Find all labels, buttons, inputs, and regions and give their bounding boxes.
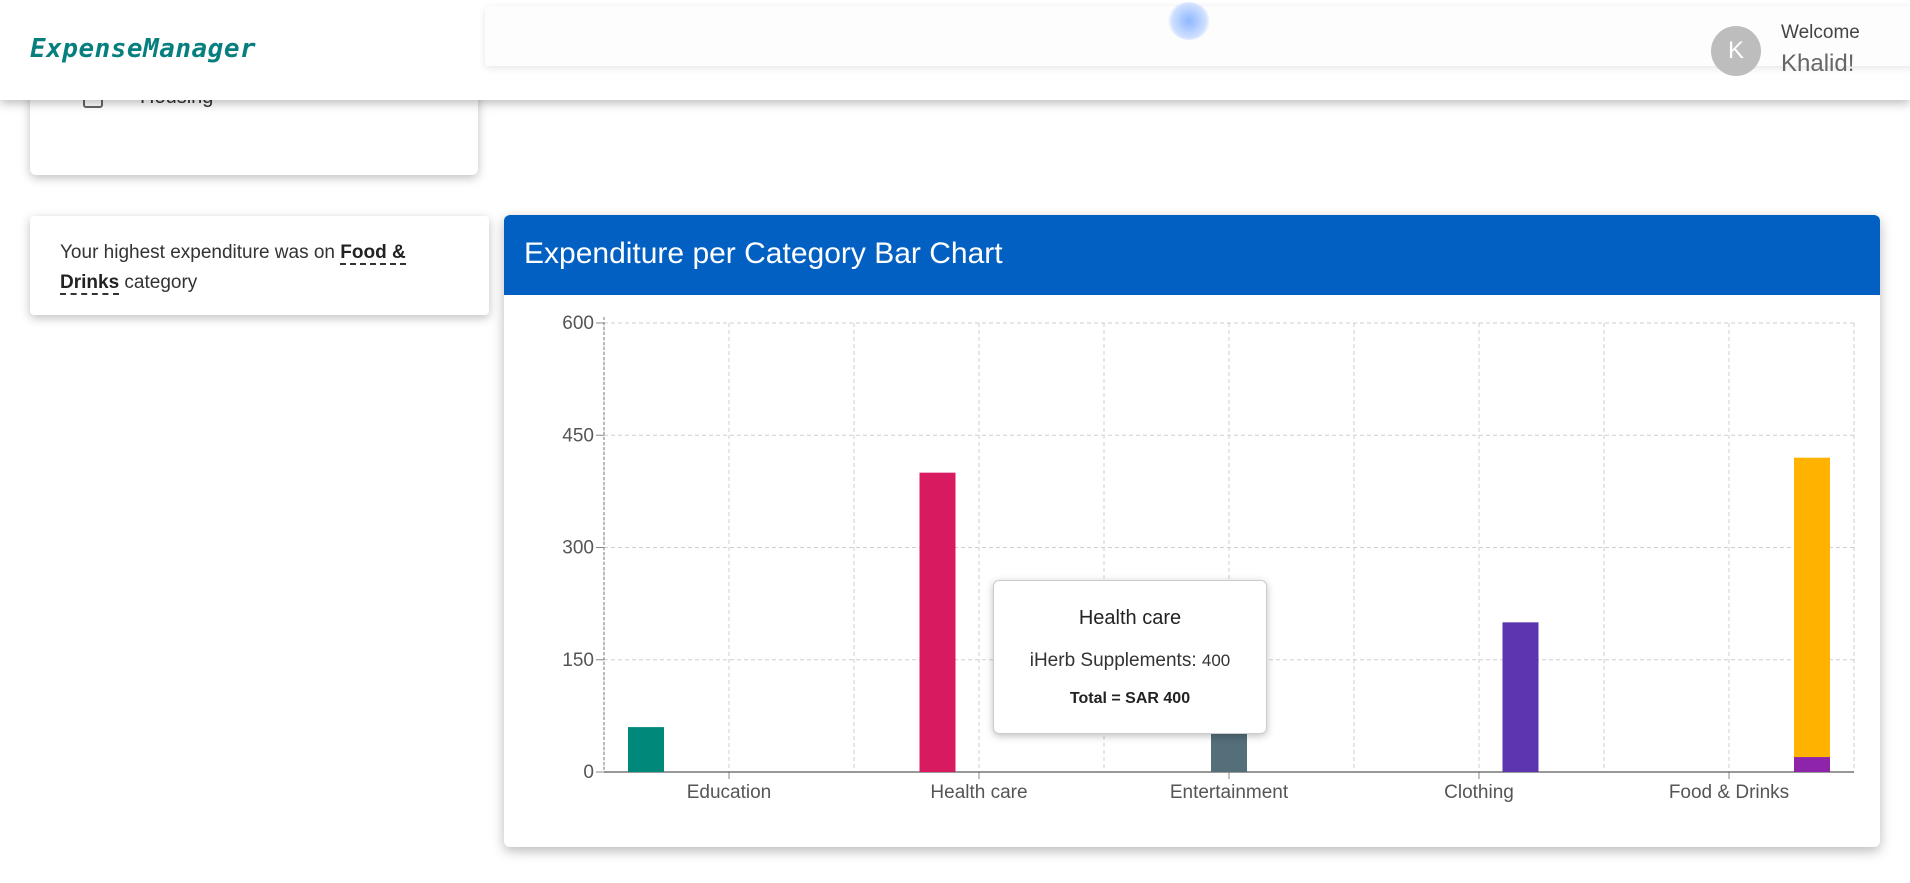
welcome-text: Welcome [1781, 22, 1860, 43]
highest-suffix: category [124, 272, 198, 293]
x-tick-label: Entertainment [1170, 782, 1289, 803]
x-tick-label: Education [687, 782, 772, 803]
chart-title: Expenditure per Category Bar Chart [524, 237, 1003, 270]
tooltip-total: Total = SAR 400 [1069, 690, 1191, 707]
tooltip-item: iHerb Supplements: 400 [994, 650, 1266, 672]
avatar[interactable]: K [1711, 26, 1761, 76]
y-tick-label: 150 [562, 650, 594, 671]
x-tick-label: Food & Drinks [1669, 782, 1789, 803]
bar-education [628, 727, 664, 772]
username: Khalid! [1781, 50, 1855, 77]
chart-card: Expenditure per Category Bar Chart 0 150 3… [504, 215, 1880, 847]
bar-chart[interactable]: 0 150 300 450 600 Education Health care Enterta… [504, 215, 1880, 847]
y-tick-label: 300 [562, 538, 594, 559]
bar-health-care [919, 472, 956, 772]
x-tick-label: Clothing [1444, 782, 1514, 803]
app-logo[interactable]: ExpenseManager [30, 34, 257, 64]
bar-entertainment [1211, 727, 1247, 772]
tooltip-item-label: iHerb Supplements: [1029, 650, 1197, 671]
y-tick-label: 0 [583, 762, 594, 783]
highest-category-link[interactable]: Food & Drinks [60, 242, 406, 295]
highest-expenditure-text: Your highest expenditure was on Food & D… [60, 238, 460, 298]
bar-food-drinks [1794, 457, 1830, 758]
chart-header: Expenditure per Category Bar Chart [504, 215, 1880, 295]
app-bar: ExpenseManager K Welcome Khalid! [0, 0, 1910, 100]
x-tick-label: Health care [930, 782, 1027, 803]
chart-tooltip: Health care iHerb Supplements: 400 Total… [993, 580, 1267, 734]
highlight-dot-icon [1168, 2, 1210, 40]
tooltip-title: Health care [1078, 607, 1182, 629]
highest-prefix: Your highest expenditure was on [60, 242, 335, 263]
bar-clothing [1502, 622, 1539, 772]
highest-expenditure-card: Your highest expenditure was on Food & D… [30, 216, 489, 315]
y-tick-label: 600 [562, 313, 594, 334]
tooltip-item-value: 400 [1201, 651, 1231, 670]
y-tick-label: 450 [562, 425, 594, 446]
bar-food-drinks [1794, 757, 1830, 772]
